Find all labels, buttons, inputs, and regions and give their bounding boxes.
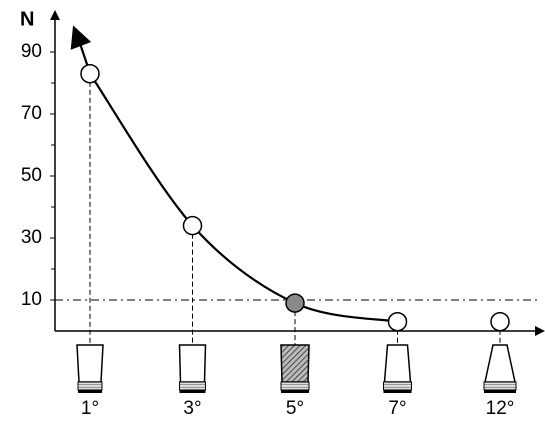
- tool-base: [179, 390, 206, 393]
- x-tick-label: 1°: [81, 398, 99, 419]
- y-axis-label: N: [20, 8, 34, 30]
- tool-base: [383, 390, 412, 393]
- y-tick-label: 90: [21, 41, 42, 62]
- tool-base: [78, 390, 102, 393]
- data-point: [80, 63, 100, 84]
- x-tick-label: 3°: [183, 398, 201, 419]
- curve: [89, 73, 398, 323]
- tool-band: [483, 381, 517, 391]
- tool-base: [281, 390, 309, 393]
- x-tick-label: 12°: [486, 398, 515, 419]
- data-point: [490, 311, 510, 332]
- y-axis-arrow: [50, 10, 60, 20]
- tool-band: [383, 381, 412, 391]
- tool-icon: [280, 344, 310, 383]
- data-point: [182, 215, 203, 236]
- x-tick-label: 7°: [388, 398, 406, 419]
- y-tick-label: 10: [21, 289, 42, 310]
- tool-icon: [484, 344, 516, 383]
- tool-base: [484, 390, 516, 393]
- tool-band: [77, 381, 103, 391]
- tool-icon: [178, 344, 207, 383]
- y-tick-label: 50: [21, 165, 42, 186]
- tool-icon: [383, 344, 412, 383]
- tool-band: [280, 381, 310, 391]
- y-tick-label: 30: [21, 227, 42, 248]
- data-point: [387, 311, 408, 332]
- x-tick-label: 5°: [286, 398, 304, 419]
- x-axis-arrow: [535, 326, 545, 336]
- tool-icon: [76, 344, 104, 383]
- data-point: [285, 293, 305, 313]
- y-tick-label: 70: [21, 103, 42, 124]
- tool-band: [179, 381, 206, 391]
